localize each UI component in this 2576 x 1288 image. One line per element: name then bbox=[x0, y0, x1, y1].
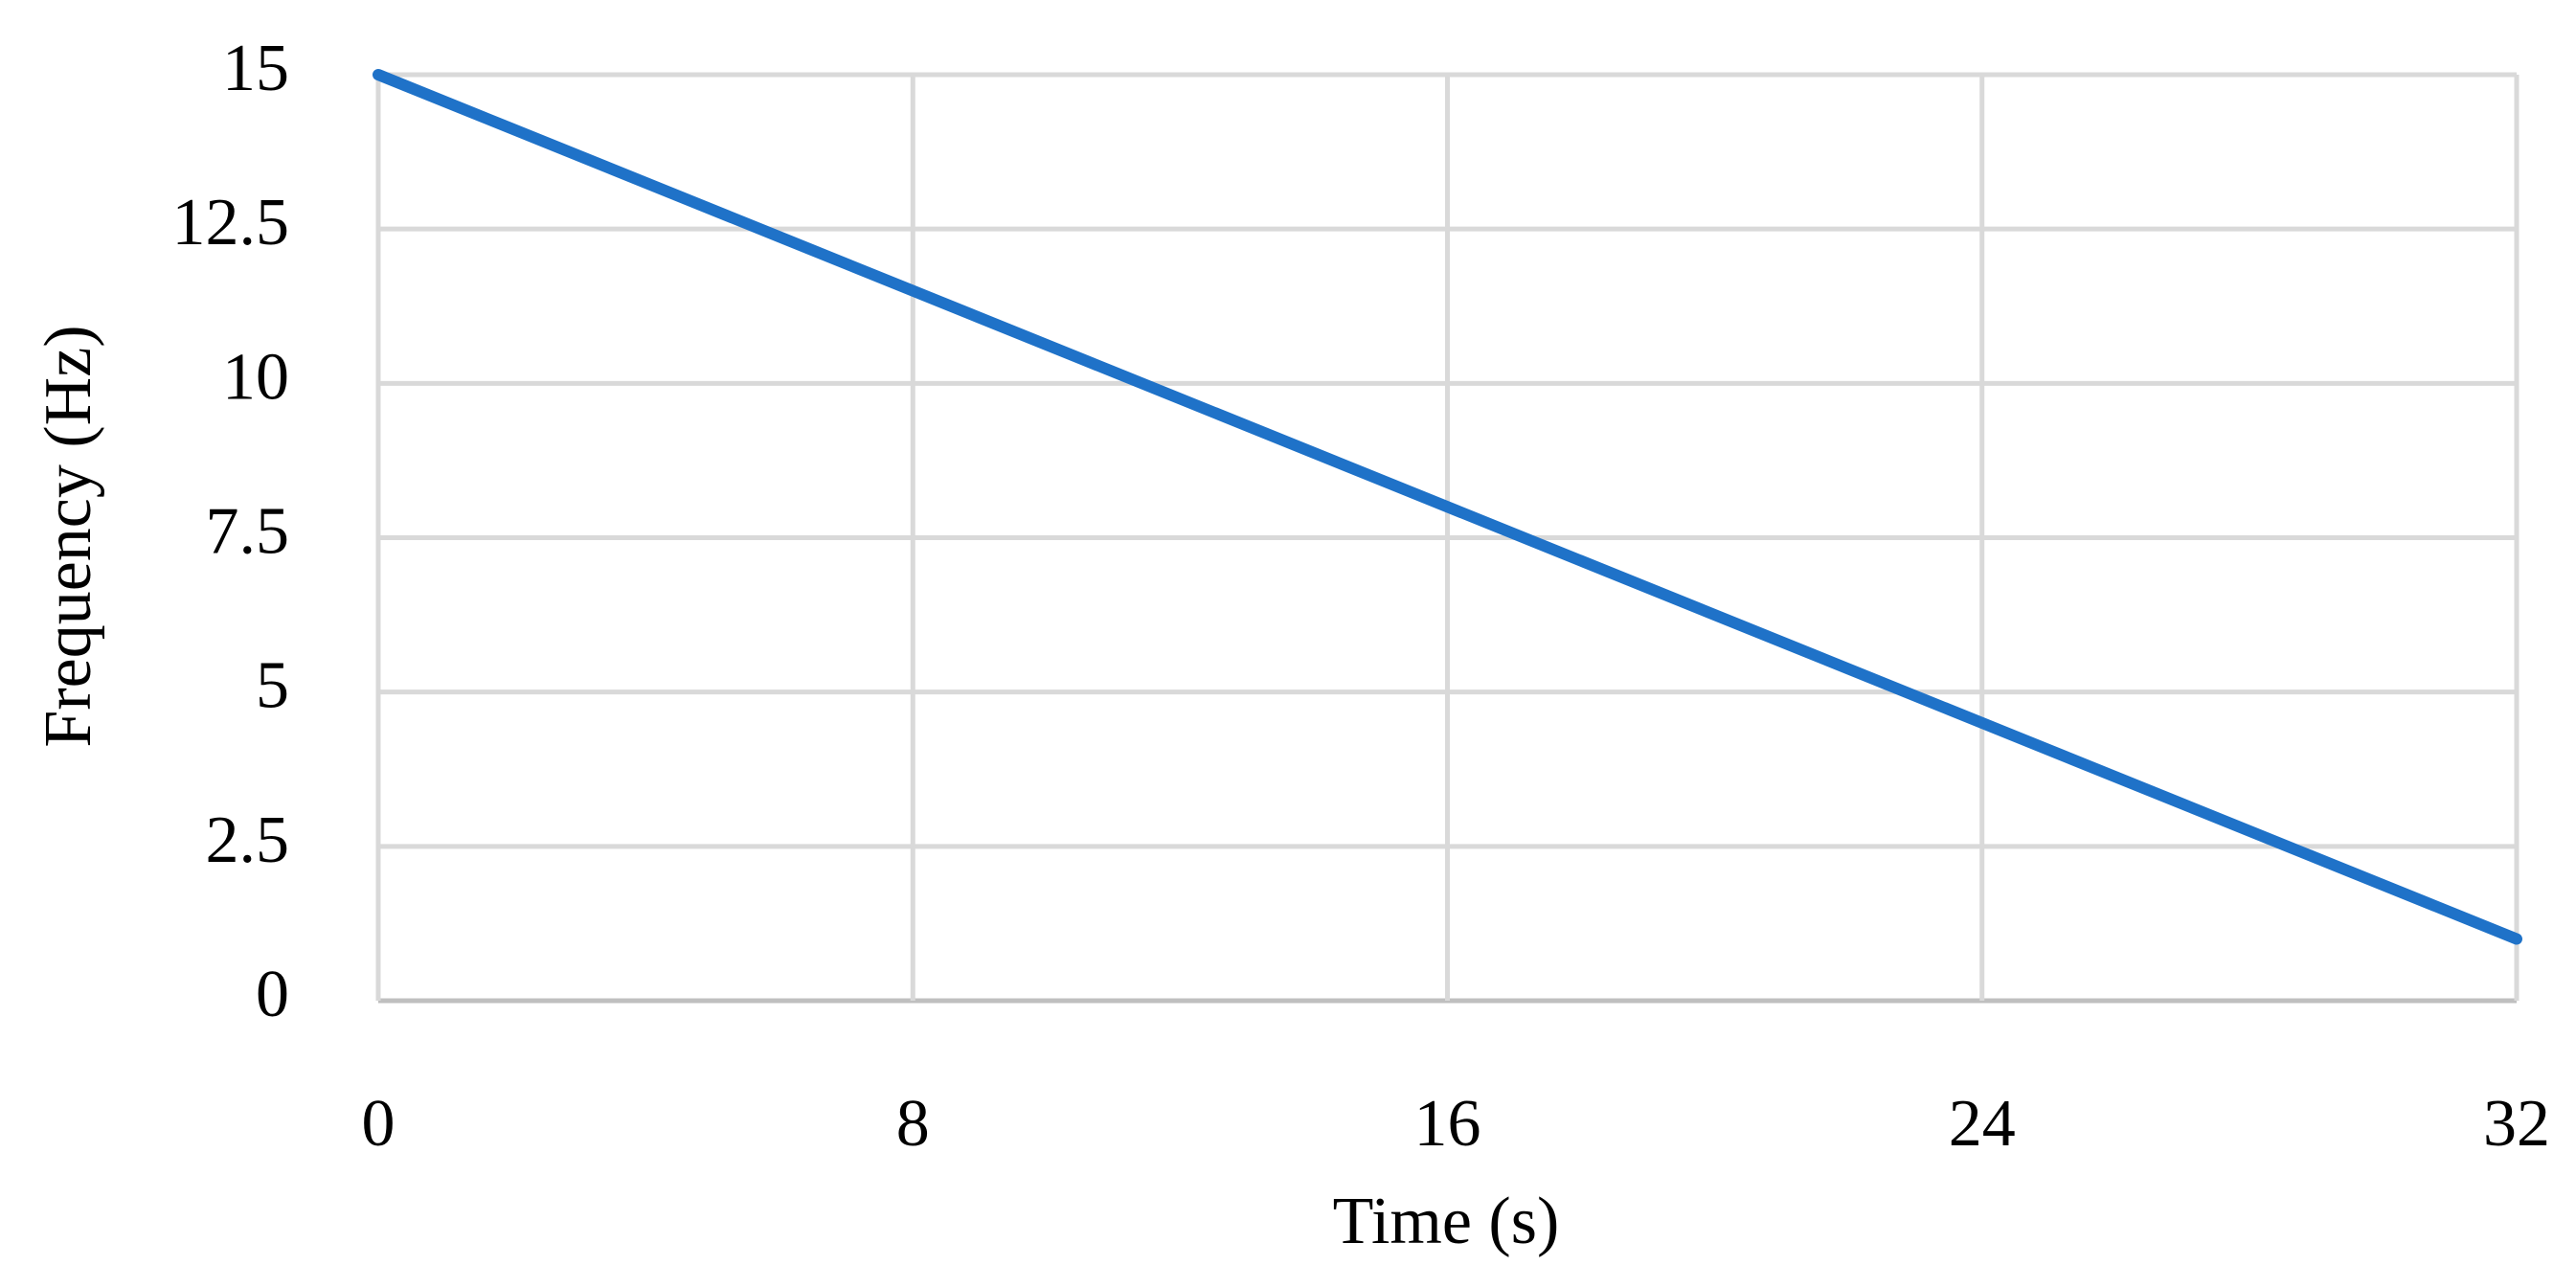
x-tick-label: 8 bbox=[896, 1087, 930, 1161]
y-tick-label: 0 bbox=[256, 958, 289, 1031]
x-tick-label: 32 bbox=[2483, 1087, 2550, 1161]
y-tick-label: 15 bbox=[222, 32, 289, 105]
x-axis-title: Time (s) bbox=[1333, 1185, 1560, 1258]
y-tick-label: 7.5 bbox=[206, 495, 290, 569]
y-tick-label: 2.5 bbox=[206, 803, 290, 877]
x-tick-label: 0 bbox=[362, 1087, 395, 1161]
y-tick-label: 5 bbox=[256, 649, 289, 723]
y-tick-label: 12.5 bbox=[172, 186, 290, 260]
x-tick-label: 16 bbox=[1414, 1087, 1481, 1161]
x-tick-label: 24 bbox=[1949, 1087, 2016, 1161]
y-axis-title: Frequency (Hz) bbox=[32, 325, 105, 747]
data-line bbox=[373, 69, 2522, 945]
y-tick-label: 10 bbox=[222, 340, 289, 414]
